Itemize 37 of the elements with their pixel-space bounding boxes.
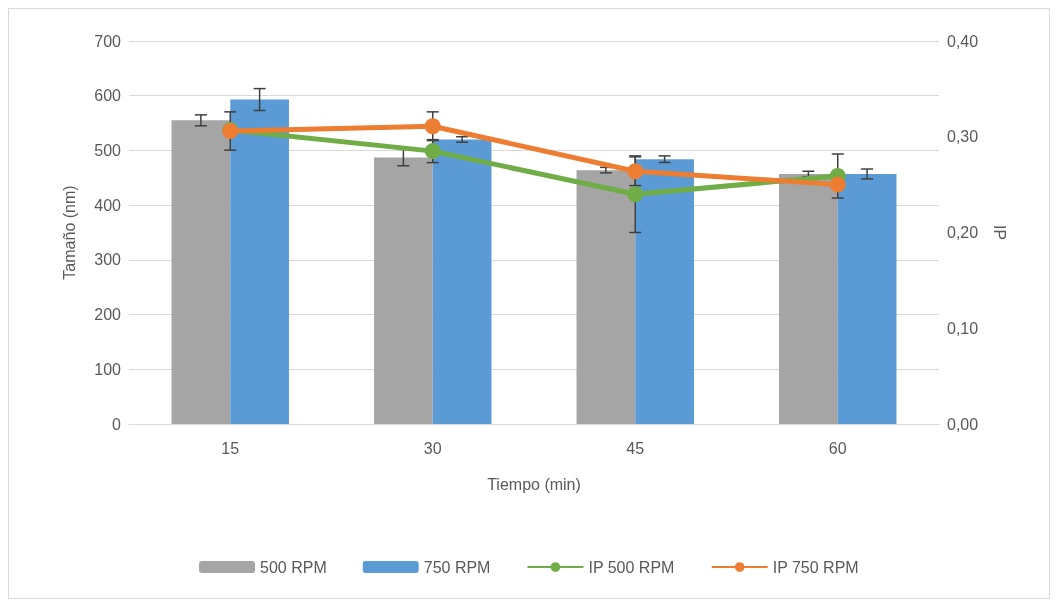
x-tick-label: 15 <box>221 439 240 457</box>
legend-label: IP 750 RPM <box>772 558 859 576</box>
y2-tick-label: 0,10 <box>947 319 979 337</box>
legend-label: 750 RPM <box>423 558 491 576</box>
y2-tick-label: 0,40 <box>947 32 979 50</box>
y-tick-label: 100 <box>94 360 122 378</box>
y-tick-label: 200 <box>94 306 122 324</box>
bar <box>837 173 897 424</box>
y2-tick-label: 0,00 <box>947 415 979 433</box>
bar <box>779 173 838 424</box>
legend-label: 500 RPM <box>260 558 327 576</box>
y-axis-title: Tamaño (nm) <box>60 185 78 280</box>
point <box>829 176 846 193</box>
bar <box>635 159 694 424</box>
y-tick-label: 0 <box>112 415 122 433</box>
legend-label: IP 500 RPM <box>588 558 675 576</box>
bar <box>576 170 636 424</box>
point <box>424 143 441 160</box>
bar <box>171 120 231 424</box>
point <box>627 163 644 180</box>
y-tick-label: 500 <box>94 141 122 159</box>
x-tick-label: 30 <box>423 439 442 457</box>
point <box>424 118 441 135</box>
bar <box>432 139 492 424</box>
y2-tick-label: 0,20 <box>947 224 979 241</box>
y-tick-label: 400 <box>94 196 122 214</box>
y-tick-label: 600 <box>94 87 122 105</box>
x-tick-label: 45 <box>626 439 645 457</box>
y2-tick-label: 0,30 <box>947 128 979 146</box>
y2-axis-title: IP <box>990 224 1008 241</box>
y-tick-label: 300 <box>94 251 122 269</box>
x-axis-title: Tiempo (min) <box>487 475 581 493</box>
bar <box>230 99 289 424</box>
point <box>627 186 644 203</box>
bar <box>374 157 433 424</box>
y-tick-label: 700 <box>94 32 122 50</box>
x-tick-label: 60 <box>828 439 847 457</box>
